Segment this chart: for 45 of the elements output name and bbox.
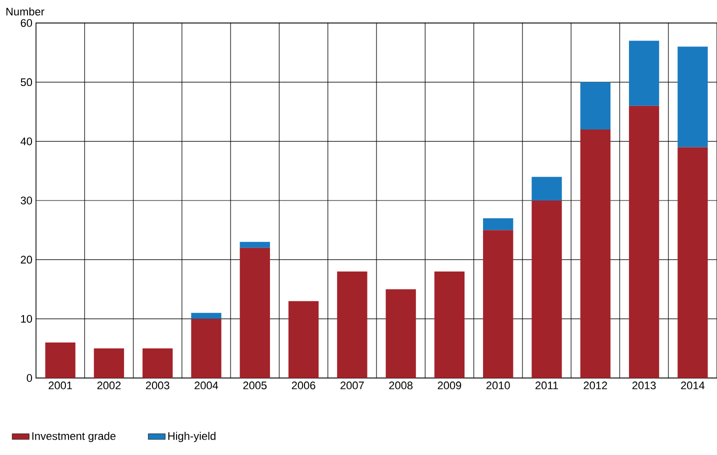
bar <box>288 301 319 378</box>
bar <box>337 272 368 378</box>
x-tick-label: 2008 <box>389 382 413 390</box>
x-tick-label: 2011 <box>536 382 558 390</box>
bar <box>580 82 610 130</box>
y-tick-label: 10 <box>21 314 32 323</box>
x-tick-label: 2009 <box>438 382 462 390</box>
bar <box>580 130 610 378</box>
y-tick-label: 30 <box>20 196 32 204</box>
x-tick-label: 2002 <box>97 382 121 390</box>
x-tick-label: 2014 <box>681 382 705 390</box>
bar <box>678 147 708 378</box>
bar <box>483 218 514 230</box>
bar <box>191 318 222 378</box>
y-axis-title: Number <box>6 7 44 16</box>
y-tick-label: 40 <box>20 137 32 146</box>
y-tick-label: 60 <box>20 19 32 27</box>
bar <box>94 348 124 378</box>
bar <box>45 342 76 378</box>
bar <box>240 248 270 378</box>
x-tick-label: 2005 <box>243 382 267 390</box>
x-tick-label: 2013 <box>632 382 656 390</box>
bar <box>628 106 660 378</box>
legend-label: Investment grade <box>32 432 116 442</box>
bar <box>532 176 562 201</box>
x-tick-label: 2010 <box>486 382 510 390</box>
bar <box>532 200 562 378</box>
bar <box>678 46 708 148</box>
y-tick-label: 20 <box>20 256 32 264</box>
legend-label: High-yield <box>168 432 216 442</box>
x-tick-label: 2004 <box>194 382 218 390</box>
bar <box>483 230 514 378</box>
y-tick-label: 0 <box>26 374 32 382</box>
x-tick-label: 2012 <box>584 382 608 390</box>
bar <box>191 312 222 319</box>
bar <box>628 40 660 106</box>
x-tick-label: 2003 <box>146 382 170 390</box>
x-tick-label: 2006 <box>292 382 316 390</box>
bar <box>386 289 416 378</box>
bar <box>434 272 465 378</box>
bar <box>142 348 173 378</box>
bar <box>240 242 270 248</box>
y-tick-label: 50 <box>20 78 32 86</box>
x-tick-label: 2001 <box>48 382 72 390</box>
x-tick-label: 2007 <box>340 382 364 390</box>
